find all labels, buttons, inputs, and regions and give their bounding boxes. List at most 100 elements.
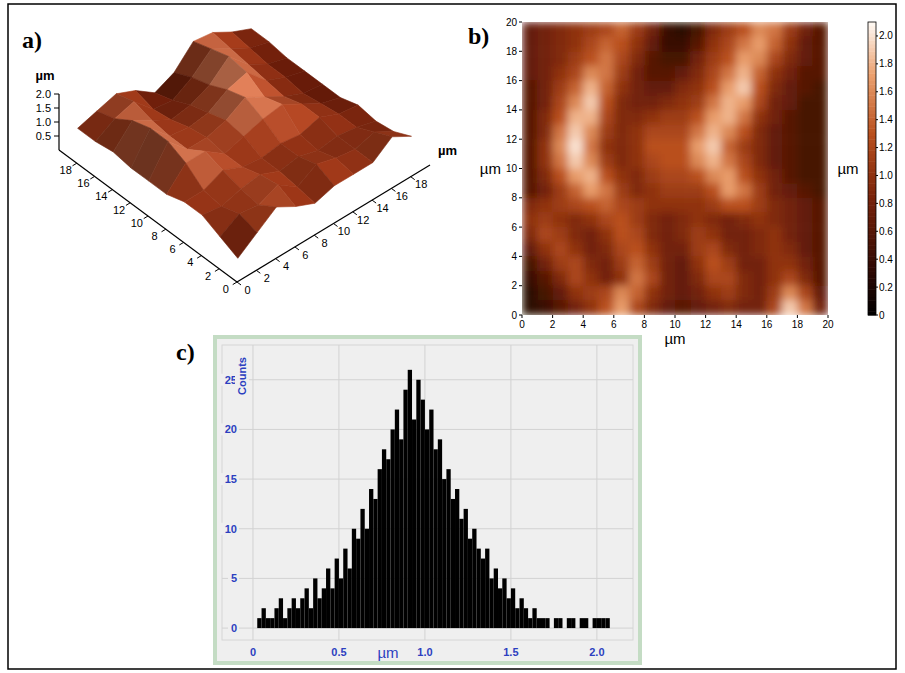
x-tick-label: 16 (761, 319, 773, 330)
x-tick-label: 14 (731, 319, 743, 330)
histogram-bar (451, 499, 455, 628)
histogram-bar (494, 568, 498, 628)
heatmap-cell (644, 198, 660, 213)
y-tick-label: 0 (223, 283, 229, 295)
colorbar-segment (868, 176, 876, 180)
heatmap-cell (767, 51, 783, 66)
x-tick (675, 315, 676, 318)
heatmap-cell (660, 139, 676, 154)
chart-box (215, 337, 640, 663)
label-patch (221, 423, 239, 435)
heatmap-cell (706, 286, 722, 301)
histogram-bar (395, 410, 399, 629)
heatmap-cell (522, 22, 538, 37)
heatmap-cell (767, 227, 783, 242)
heatmap-cell (583, 212, 599, 227)
heatmap-cell (736, 271, 752, 286)
y-tick-label: 10 (131, 217, 143, 229)
colorbar-tick-label: 1.8 (879, 58, 893, 69)
heatmap-cell (721, 198, 737, 213)
colorbar-segment (868, 282, 876, 286)
y-tick-label: 20 (225, 423, 237, 435)
histogram-bar (446, 469, 450, 628)
heatmap-cell (736, 286, 752, 301)
heatmap-cell (690, 95, 706, 110)
heatmap-cell (629, 154, 645, 169)
heatmap-cells (522, 22, 828, 315)
heatmap-cell (675, 51, 691, 66)
heatmap-cell (583, 51, 599, 66)
y-tick-label: 16 (77, 177, 89, 189)
surface-patch (115, 101, 152, 120)
histogram-bar (425, 429, 429, 628)
colorbar-segment (868, 77, 876, 81)
heatmap-cell (553, 227, 569, 242)
x-tick (314, 235, 318, 238)
heatmap-cell (537, 271, 553, 286)
heatmap-cell (721, 256, 737, 271)
heatmap-cell (690, 271, 706, 286)
figure: a)0246810121416180246810121416180.51.01.… (0, 0, 905, 673)
heatmap-cell (522, 212, 538, 227)
heatmap-cell (553, 125, 569, 140)
colorbar-segment (868, 70, 876, 74)
heatmap-cell (767, 66, 783, 81)
heatmap-cell (721, 183, 737, 198)
y-tick-label: 0 (231, 622, 237, 634)
colorbar-segment (868, 165, 876, 169)
colorbar-tick (876, 231, 878, 232)
heatmap-cell (813, 22, 828, 37)
z-tick-label: 1.0 (36, 116, 51, 128)
colorbar-segment (868, 59, 876, 63)
label-patch (221, 473, 239, 485)
histogram-bar (520, 598, 524, 628)
histogram-bar (412, 419, 416, 628)
heatmap-cell (537, 125, 553, 140)
colorbar-segment (868, 44, 876, 48)
heatmap-cell (706, 256, 722, 271)
histogram-bar (360, 509, 364, 628)
heatmap-cell (629, 81, 645, 96)
heatmap-cell (614, 154, 630, 169)
heatmap-cell (767, 169, 783, 184)
x-tick-label: 0 (519, 319, 525, 330)
colorbar-segment (868, 161, 876, 165)
y-tick (144, 216, 148, 219)
x-tick-label: 10 (669, 319, 681, 330)
histogram-bar (571, 618, 575, 628)
colorbar-tick-label: 1.6 (879, 86, 893, 97)
histogram-bar (416, 380, 420, 628)
y-tick-label: 4 (187, 256, 193, 268)
histogram-bar (317, 598, 321, 628)
heatmap-cell (690, 110, 706, 125)
x-tick-label: 0.5 (331, 646, 346, 658)
heatmap-cell (797, 125, 813, 140)
y-tick (233, 282, 237, 285)
heatmap-cell (690, 81, 706, 96)
heatmap-cell (690, 154, 706, 169)
colorbar-segment (868, 212, 876, 216)
heatmap-cell (767, 37, 783, 52)
histogram-bar (305, 588, 309, 628)
heatmap-cell (537, 95, 553, 110)
y-tick (519, 168, 522, 169)
heatmap-cell (690, 37, 706, 52)
heatmap-cell (706, 66, 722, 81)
heatmap-cell (782, 154, 798, 169)
x-tick (256, 270, 260, 273)
heatmap-cell (568, 51, 584, 66)
heatmap-cell (568, 286, 584, 301)
heatmap-cell (614, 256, 630, 271)
histogram-bar (554, 618, 558, 628)
heatmap-cell (629, 271, 645, 286)
heatmap-cell (644, 227, 660, 242)
histogram-bar (507, 598, 511, 628)
heatmap-cell (797, 22, 813, 37)
heatmap-cell (797, 183, 813, 198)
heatmap-cell (721, 66, 737, 81)
heatmap-cell (614, 271, 630, 286)
histogram-bar (532, 608, 536, 628)
histogram-bar (477, 549, 481, 628)
heatmap-cell (675, 300, 691, 315)
heatmap-cell (614, 51, 630, 66)
